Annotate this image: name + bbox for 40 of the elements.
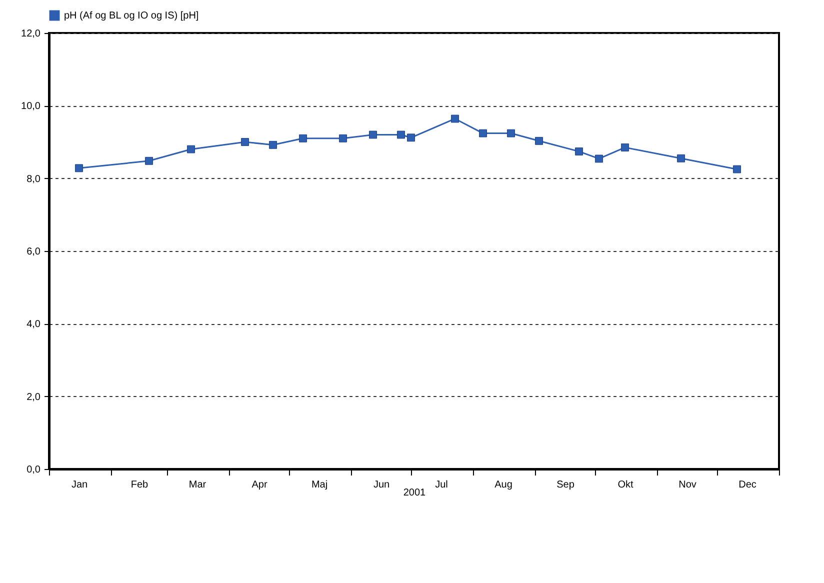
point [369, 130, 377, 139]
point [145, 156, 153, 165]
x-tick-label: Jan [71, 480, 88, 490]
point [507, 129, 515, 138]
point [407, 134, 415, 142]
point [269, 140, 277, 149]
x-tick-label: Aug [494, 480, 512, 490]
y-tick-label: 12,0 [21, 28, 41, 40]
point [535, 136, 543, 145]
y-tick-label: 0,0 [26, 464, 41, 476]
point [187, 145, 195, 154]
x-tick-label: Sep [556, 480, 575, 490]
x-tick-label: Okt [618, 480, 634, 490]
point [397, 130, 405, 139]
point [451, 114, 459, 123]
x-tick-label: Apr [252, 480, 268, 490]
point [299, 134, 307, 142]
point [75, 164, 83, 172]
x-tick-label: Nov [678, 480, 696, 490]
point [241, 138, 249, 146]
point [621, 143, 629, 152]
y-tick-label: 10,0 [21, 101, 41, 112]
x-axis-title: 2001 [403, 488, 426, 498]
x-tick-label: Jun [373, 480, 390, 490]
point [479, 129, 487, 138]
point [339, 134, 347, 142]
x-tick-label: Dec [738, 480, 756, 490]
y-tick-label: 6,0 [26, 246, 41, 258]
point [595, 154, 603, 163]
x-tick-label: Jul [435, 480, 448, 490]
y-tick-label: 8,0 [26, 174, 41, 185]
point [575, 147, 583, 156]
x-tick-label: Mar [188, 480, 207, 490]
y-tick-label: 4,0 [26, 319, 41, 330]
point [677, 154, 685, 162]
x-tick-label: Feb [130, 480, 149, 490]
y-tick-label: 2,0 [26, 392, 41, 403]
legend-label: pH (Af og BL og IO og IS) [pH] [64, 10, 199, 22]
point [733, 165, 741, 174]
x-tick-label: Maj [311, 480, 328, 490]
